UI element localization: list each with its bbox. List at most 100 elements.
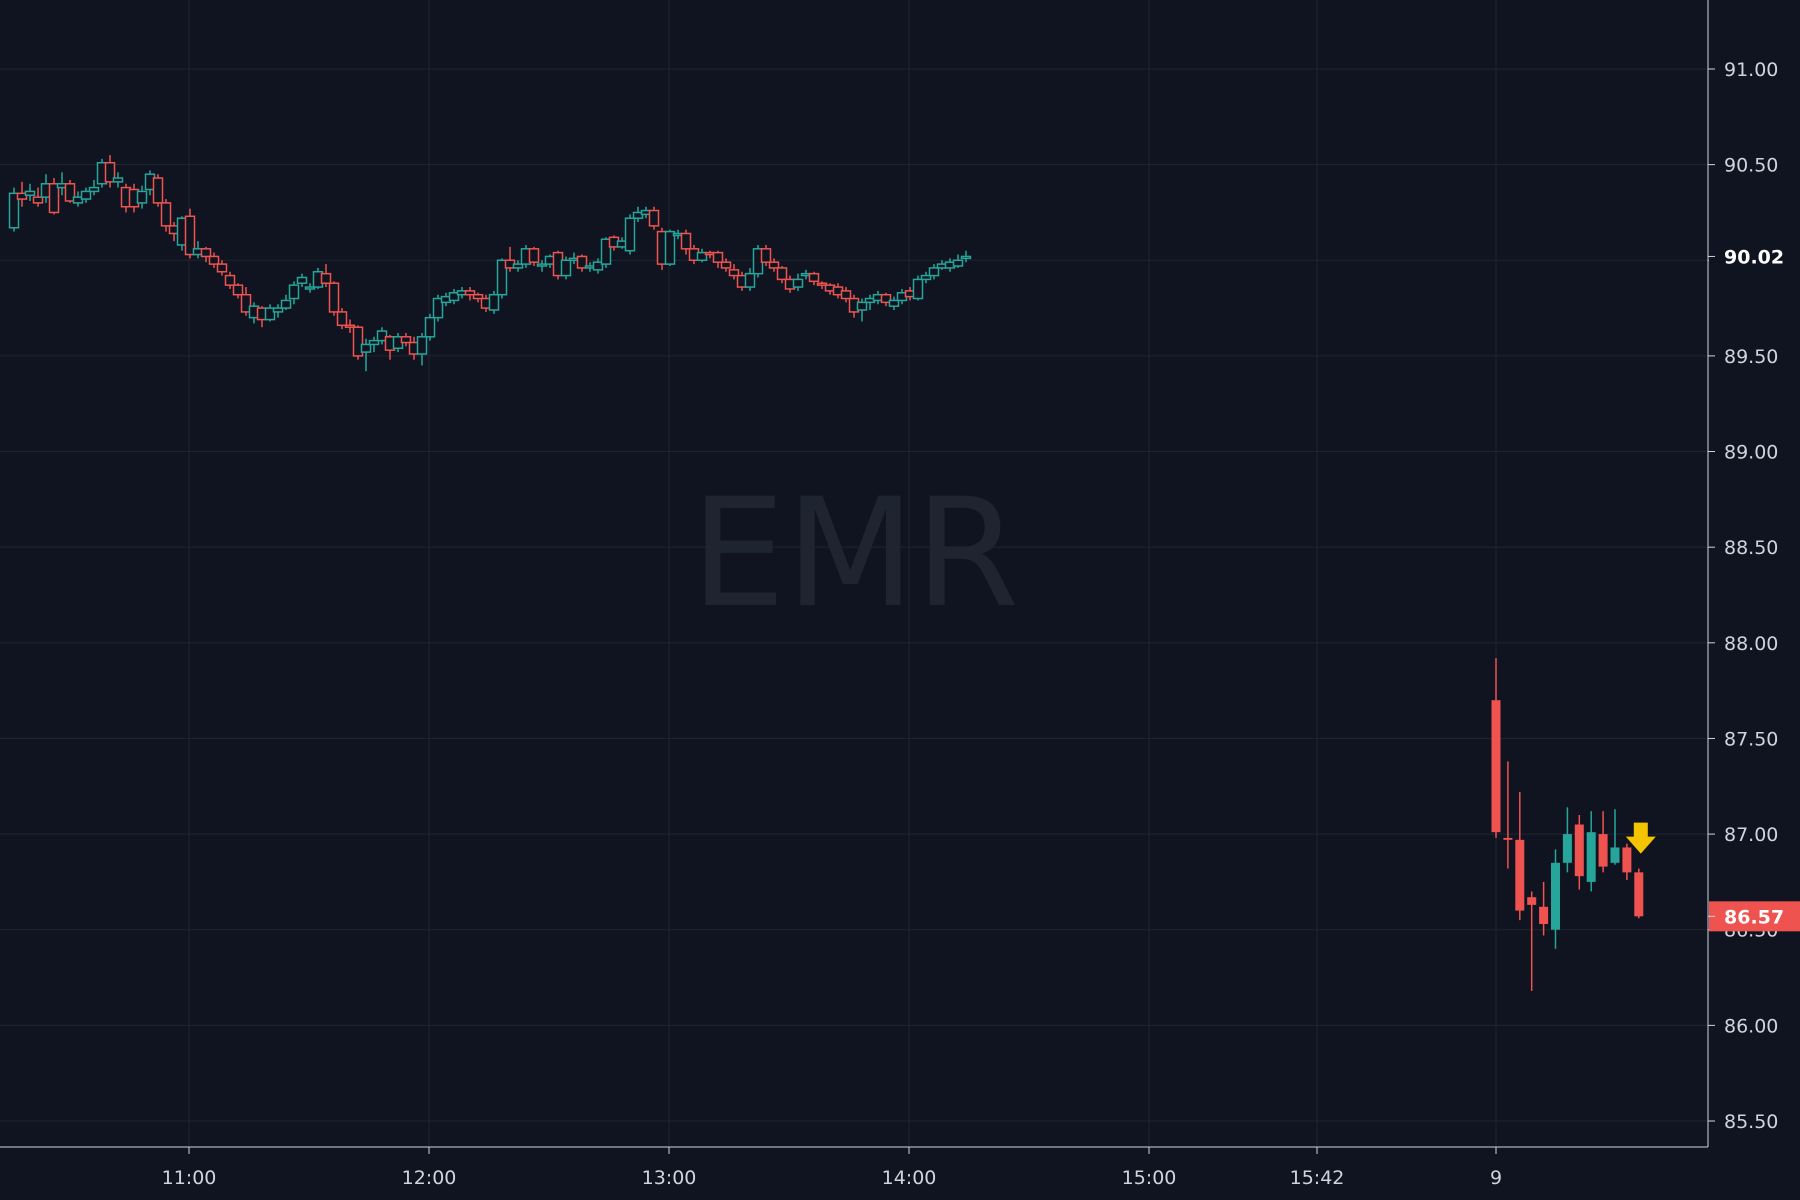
y-tick-label: 90.50: [1724, 155, 1778, 177]
marker-arrow: [1625, 822, 1656, 854]
x-tick-label: 15:00: [1122, 1167, 1177, 1189]
candle-body: [288, 284, 300, 300]
candle: [200, 246, 212, 263]
candle: [104, 155, 116, 188]
candle: [952, 254, 964, 268]
candle: [424, 313, 436, 341]
candle: [928, 264, 940, 280]
candle: [496, 258, 508, 299]
candle: [912, 275, 924, 301]
candle: [288, 281, 300, 305]
candle-body: [664, 230, 676, 265]
candle: [368, 336, 380, 353]
candle-body: [224, 274, 236, 286]
candle: [720, 258, 732, 272]
candle: [816, 281, 828, 289]
candle: [280, 294, 292, 311]
candle: [664, 229, 676, 267]
candle: [1503, 761, 1513, 869]
candle: [1622, 843, 1632, 880]
candle: [888, 296, 900, 311]
candle-body: [840, 290, 852, 300]
candle-body: [600, 238, 612, 265]
candle-body: [200, 248, 212, 258]
candle: [416, 332, 428, 366]
candle-body: [80, 190, 92, 200]
candle: [184, 208, 196, 259]
candle-body: [856, 301, 868, 311]
candle-body: [1491, 700, 1501, 833]
candle: [448, 288, 460, 305]
candle-body: [512, 263, 524, 269]
candle: [856, 298, 868, 322]
candle-body: [320, 272, 332, 284]
candle: [432, 294, 444, 322]
candle-body: [1562, 834, 1572, 863]
candle: [224, 271, 236, 289]
candle-body: [208, 255, 220, 265]
candle-body: [1610, 847, 1620, 863]
candle: [880, 292, 892, 307]
candle-body: [776, 267, 788, 281]
candle-body: [48, 183, 60, 214]
candle-body: [464, 290, 476, 296]
candle: [712, 250, 724, 268]
candle: [1539, 881, 1549, 936]
candle-body: [360, 343, 372, 353]
candle: [304, 283, 316, 293]
candle: [80, 187, 92, 203]
arrow-down-icon: [1625, 822, 1656, 854]
candle-body: [216, 263, 228, 273]
candle: [472, 292, 484, 303]
candle: [72, 191, 84, 207]
candle-body: [1634, 872, 1644, 917]
candle-body: [888, 299, 900, 307]
candle: [464, 287, 476, 301]
candle-body: [368, 339, 380, 346]
candle: [1562, 807, 1572, 873]
candle: [352, 325, 364, 360]
candle-body: [160, 202, 172, 227]
candle-body: [696, 251, 708, 262]
x-tick-label: 14:00: [882, 1167, 937, 1189]
candle: [264, 304, 276, 322]
candle-body: [1598, 834, 1608, 867]
candle: [1515, 792, 1525, 921]
candle: [400, 332, 412, 347]
candle: [336, 308, 348, 330]
candle: [376, 327, 388, 345]
candle-body: [816, 282, 828, 286]
candle-body: [592, 261, 604, 271]
candle-body: [880, 293, 892, 304]
candle-body: [432, 297, 444, 319]
candle-body: [560, 259, 572, 277]
candle: [1574, 814, 1584, 890]
candle: [112, 172, 124, 188]
candle-body: [152, 177, 164, 204]
candle: [792, 273, 804, 291]
candle: [760, 244, 772, 267]
y-tick-label: 91.00: [1724, 59, 1778, 81]
candle-body: [272, 307, 284, 313]
y-tick-label: 86.00: [1724, 1015, 1778, 1037]
candle-body: [400, 336, 412, 344]
x-tick-label: 11:00: [162, 1167, 217, 1189]
candle-body: [424, 316, 436, 338]
candle-body: [792, 278, 804, 288]
candle: [648, 206, 660, 230]
candle-body: [760, 248, 772, 263]
price-label-text: 90.02: [1724, 246, 1784, 268]
candle: [600, 237, 612, 268]
y-tick-label: 88.00: [1724, 633, 1778, 655]
candle: [488, 290, 500, 314]
candle: [88, 179, 100, 196]
x-tick-label: 13:00: [642, 1167, 697, 1189]
candle-body: [1622, 847, 1632, 873]
candle-body: [104, 161, 116, 183]
candle: [528, 246, 540, 267]
x-tick-label: 9: [1490, 1167, 1502, 1189]
candle-body: [1503, 837, 1513, 840]
